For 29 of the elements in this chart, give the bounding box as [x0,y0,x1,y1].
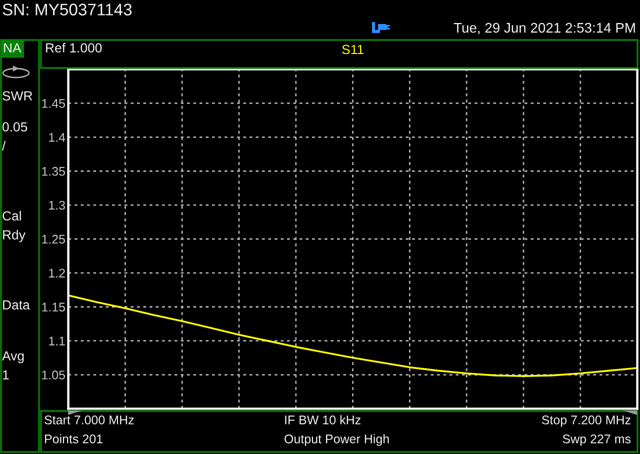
text: NA [4,43,22,52]
text: Tue, 29 Jun 2021 2:53:14 PM [454,22,635,34]
y-tick-label: 1.05 [42,370,65,380]
y-tick-label: 1.35 [42,166,65,176]
text: Swp 227 ms [562,434,631,446]
text: 0.05 [2,122,28,132]
text: Stop 7.200 MHz [542,416,630,427]
text: Data [3,300,30,310]
text: Cal [2,210,21,221]
text: SN: MY50371143 [2,4,132,16]
y-tick-label: 1.45 [42,99,65,108]
text: Output Power High [284,434,389,446]
y-tick-label: 1.15 [42,302,65,312]
y-tick-label: 1.1 [49,336,65,346]
y-tick-label: 1.2 [49,268,65,278]
text: / [2,140,6,151]
chart-title: S11 [342,44,364,54]
y-tick-label: 1.25 [42,234,65,244]
text: Rdy [3,230,26,242]
y-axis-title: SWR [2,91,32,101]
text: Points 201 [45,434,102,444]
text: Start 7.000 MHz [44,416,134,424]
y-tick-label: 1.3 [49,200,65,210]
text: Avg [2,351,24,364]
text: Ref 1.000 [46,42,102,53]
y-tick-label: 1.4 [49,133,66,142]
text: IF BW 10 kHz [285,415,360,424]
line-series [68,294,638,378]
text: 1 [3,370,9,380]
